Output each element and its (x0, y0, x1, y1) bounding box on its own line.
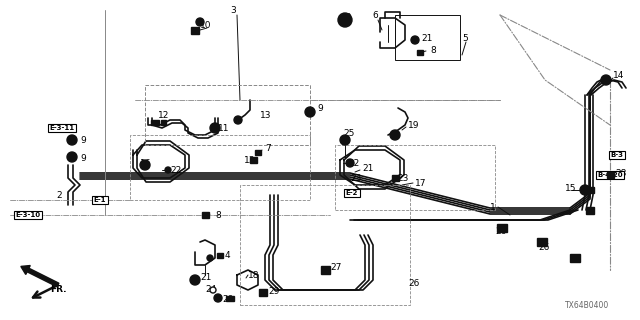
Text: 13: 13 (244, 156, 255, 164)
Circle shape (305, 107, 315, 117)
Text: 21: 21 (362, 164, 373, 172)
Bar (226, 295, 234, 300)
Text: 28: 28 (615, 169, 627, 178)
Circle shape (214, 294, 222, 302)
Bar (395, 15, 460, 60)
Text: 9: 9 (80, 135, 86, 145)
Text: 6: 6 (372, 11, 378, 20)
Text: 14: 14 (613, 70, 625, 79)
Bar (392, 175, 399, 181)
Text: 30: 30 (340, 12, 351, 21)
Circle shape (140, 160, 150, 170)
Circle shape (346, 159, 354, 167)
Text: 8: 8 (430, 45, 436, 54)
Text: 29: 29 (268, 287, 280, 297)
Bar (202, 212, 209, 218)
Text: FR.: FR. (50, 285, 67, 294)
Bar (240, 185, 410, 305)
Bar (145, 85, 310, 145)
Text: E-3-11: E-3-11 (49, 125, 75, 131)
Circle shape (196, 18, 204, 26)
Circle shape (67, 135, 77, 145)
Circle shape (338, 13, 352, 27)
Bar (417, 50, 423, 54)
Text: 26: 26 (538, 244, 549, 252)
Text: 19: 19 (408, 121, 419, 130)
Bar (537, 238, 547, 246)
Circle shape (207, 255, 213, 261)
Text: B-4-20: B-4-20 (597, 172, 623, 178)
Bar (607, 172, 614, 178)
Text: 8: 8 (215, 211, 221, 220)
Text: 11: 11 (218, 124, 230, 132)
Text: 4: 4 (225, 251, 230, 260)
Circle shape (390, 130, 400, 140)
Text: 10: 10 (200, 20, 211, 29)
Circle shape (340, 135, 350, 145)
Text: 26: 26 (495, 228, 506, 236)
Circle shape (234, 116, 242, 124)
Bar (259, 289, 267, 295)
Text: TX64B0400: TX64B0400 (565, 300, 609, 309)
Bar (151, 119, 159, 124)
Bar (321, 266, 330, 274)
Bar (250, 157, 257, 163)
Text: 3: 3 (230, 5, 236, 14)
Bar (191, 27, 199, 34)
Bar (570, 254, 580, 262)
Bar (335, 145, 495, 210)
Text: 9: 9 (80, 154, 86, 163)
Text: 25: 25 (343, 129, 355, 138)
Bar (130, 135, 310, 200)
Bar (589, 187, 593, 193)
Text: 18: 18 (248, 270, 259, 279)
Text: 15: 15 (565, 183, 577, 193)
Text: E-2: E-2 (346, 190, 358, 196)
Text: 27: 27 (330, 263, 341, 273)
Text: 23: 23 (397, 173, 408, 182)
Circle shape (210, 287, 216, 293)
Circle shape (190, 275, 200, 285)
Text: 13: 13 (260, 110, 271, 119)
Bar (586, 206, 594, 213)
Text: E-3-10: E-3-10 (15, 212, 40, 218)
Bar (497, 224, 507, 232)
Text: 9: 9 (317, 103, 323, 113)
Text: E-1: E-1 (93, 197, 106, 203)
Circle shape (580, 185, 590, 195)
Text: 2: 2 (56, 190, 61, 199)
Text: 7: 7 (265, 143, 271, 153)
Circle shape (165, 167, 171, 173)
Bar (217, 252, 223, 258)
Text: 21: 21 (200, 274, 211, 283)
Text: B-3: B-3 (611, 152, 623, 158)
Text: 20: 20 (222, 295, 234, 305)
Text: 12: 12 (158, 110, 170, 119)
Circle shape (67, 152, 77, 162)
Text: 5: 5 (462, 34, 468, 43)
Bar (161, 119, 166, 124)
Text: 17: 17 (415, 179, 426, 188)
Text: 16: 16 (140, 158, 152, 167)
Circle shape (601, 75, 611, 85)
Text: 23: 23 (350, 173, 362, 182)
Text: 26: 26 (408, 278, 419, 287)
Circle shape (411, 36, 419, 44)
Text: 1: 1 (490, 203, 496, 212)
Text: 21: 21 (421, 34, 433, 43)
Bar (255, 149, 261, 155)
Text: 22: 22 (170, 165, 181, 174)
Text: 22: 22 (348, 158, 359, 167)
Text: 24: 24 (205, 285, 216, 294)
FancyArrow shape (21, 266, 59, 287)
Circle shape (210, 123, 220, 133)
